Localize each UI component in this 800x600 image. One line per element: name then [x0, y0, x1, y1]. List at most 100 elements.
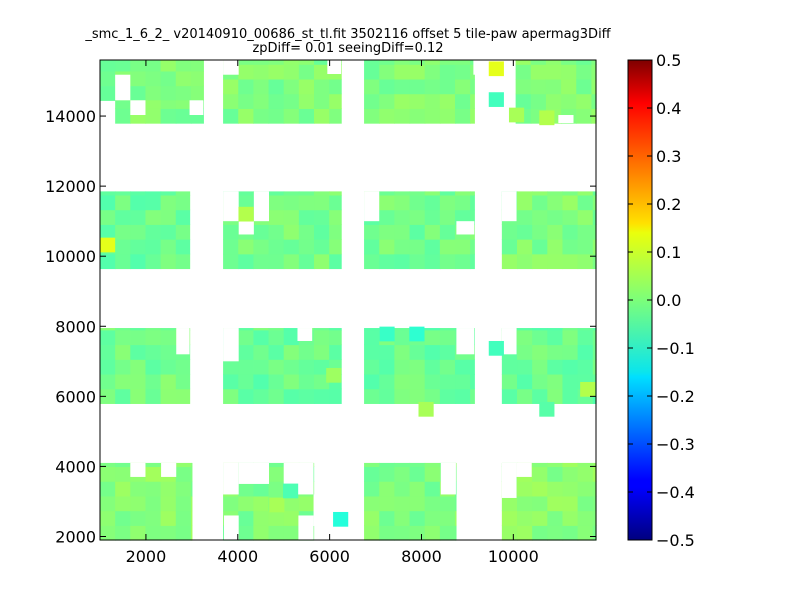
heatmap-cell	[145, 108, 162, 124]
masked-cell	[501, 462, 517, 498]
heatmap-cell	[577, 191, 594, 196]
heatmap-cell	[547, 373, 564, 390]
heatmap-cell	[508, 107, 525, 123]
heatmap-cell	[394, 373, 411, 390]
heatmap-cell	[539, 401, 555, 417]
heatmap-cell	[160, 359, 177, 375]
masked-cell	[223, 60, 239, 75]
heatmap-cell	[283, 224, 300, 240]
heatmap-cell	[145, 209, 162, 225]
heatmap-cell	[470, 209, 475, 225]
masked-cell	[223, 191, 239, 222]
heatmap-cell	[253, 495, 270, 512]
heatmap-cell	[424, 481, 441, 497]
heatmap-cell	[455, 191, 471, 196]
heatmap-cell	[329, 253, 342, 270]
heatmap-cell	[145, 510, 162, 526]
heatmap-cell	[439, 239, 456, 255]
heatmap-cell	[547, 253, 564, 270]
heatmap-cell	[115, 510, 131, 526]
heatmap-cell	[283, 64, 300, 80]
heatmap-cell	[283, 495, 300, 512]
heatmap-cell	[532, 373, 548, 390]
heatmap-cell	[364, 253, 380, 270]
heatmap-cell	[470, 60, 475, 65]
heatmap-cell	[501, 224, 518, 240]
heatmap-cell	[268, 64, 285, 80]
heatmap-cell	[130, 328, 147, 331]
heatmap-cell	[439, 329, 456, 346]
heatmap-cell	[470, 78, 475, 95]
heatmap-cell	[298, 191, 315, 196]
heatmap-cell	[283, 483, 299, 499]
heatmap-cell	[577, 328, 594, 331]
heatmap-cell	[253, 239, 270, 255]
heatmap-cell	[314, 328, 330, 331]
heatmap-cell	[100, 253, 116, 270]
heatmap-cell	[379, 78, 395, 95]
heatmap-cell	[517, 191, 533, 196]
heatmap-cell	[115, 239, 131, 255]
heatmap-cell	[424, 510, 441, 526]
heatmap-cell	[364, 525, 380, 541]
heatmap-cell	[547, 481, 564, 497]
heatmap-cell	[488, 92, 504, 107]
heatmap-cell	[455, 239, 471, 255]
heatmap-cell	[532, 388, 548, 404]
heatmap-cell	[501, 525, 518, 541]
heatmap-cell	[562, 329, 579, 346]
heatmap-cell	[591, 78, 597, 95]
heatmap-cell	[455, 525, 457, 541]
heatmap-cell	[455, 510, 457, 526]
heatmap-cell	[160, 510, 177, 526]
heatmap-cell	[576, 108, 593, 124]
heatmap-cell	[379, 388, 395, 404]
heatmap-cell	[238, 64, 254, 80]
heatmap-cell	[517, 253, 533, 270]
heatmap-cell	[379, 344, 395, 360]
heatmap-cell	[175, 60, 192, 72]
heatmap-cell	[145, 60, 162, 72]
heatmap-cell	[298, 108, 315, 124]
masked-cell	[456, 221, 475, 235]
heatmap-cell	[394, 510, 411, 526]
heatmap-cell	[364, 60, 380, 65]
heatmap-cell	[329, 239, 342, 255]
heatmap-cell	[130, 191, 147, 196]
heatmap-cell	[577, 510, 594, 526]
heatmap-cell	[223, 253, 239, 270]
heatmap-cell	[577, 209, 594, 225]
heatmap-cell	[379, 64, 395, 80]
masked-cell	[176, 328, 190, 355]
heatmap-cell	[409, 209, 426, 225]
heatmap-cell	[470, 253, 475, 270]
heatmap-cell	[424, 495, 441, 512]
heatmap-cell	[314, 329, 330, 346]
heatmap-cell	[394, 78, 411, 95]
heatmap-cell	[592, 329, 597, 346]
heatmap-cell	[223, 388, 239, 404]
heatmap-cell	[577, 224, 594, 240]
heatmap-cell	[253, 525, 270, 541]
heatmap-cell	[488, 340, 504, 356]
heatmap-cell	[517, 239, 533, 255]
heatmap-cell	[532, 481, 548, 497]
heatmap-cell	[268, 253, 285, 270]
heatmap-cell	[238, 388, 254, 404]
heatmap-cell	[424, 60, 441, 65]
heatmap-cell	[562, 481, 579, 497]
heatmap-cell	[592, 466, 597, 482]
heatmap-cell	[394, 462, 411, 468]
heatmap-cell	[517, 481, 533, 497]
heatmap-cell	[298, 60, 315, 65]
heatmap-cell	[115, 388, 131, 404]
heatmap-cell	[439, 510, 456, 526]
heatmap-cell	[547, 388, 564, 404]
heatmap-cell	[409, 525, 426, 541]
heatmap-cell	[268, 373, 285, 390]
heatmap-cell	[145, 191, 162, 196]
heatmap-cell	[455, 108, 471, 124]
heatmap-cell	[532, 344, 548, 360]
heatmap-cell	[532, 253, 548, 270]
